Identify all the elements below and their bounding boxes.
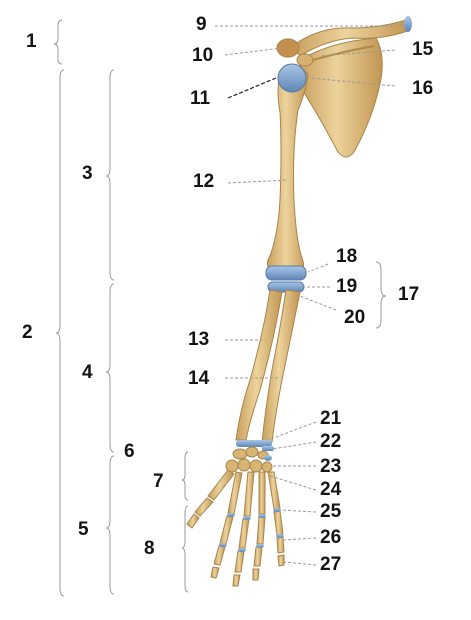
- leader-line-11: [227, 77, 277, 99]
- sternal-end-cartilage: [404, 16, 412, 32]
- bracket-hand: [105, 455, 115, 595]
- label-9: 9: [196, 14, 207, 35]
- label-24: 24: [320, 479, 342, 500]
- bracket-carpus: [181, 451, 189, 501]
- bracket-elbow-joint: [375, 261, 387, 329]
- wrist-cartilage: [236, 440, 272, 447]
- label-1: 1: [26, 31, 37, 52]
- radius: [235, 289, 283, 441]
- bracket-arm: [105, 69, 115, 281]
- label-8: 8: [144, 538, 155, 559]
- label-25: 25: [320, 501, 342, 522]
- humerus: [266, 67, 309, 273]
- label-18: 18: [336, 246, 358, 267]
- humeral-head-cartilage: [277, 63, 307, 93]
- bracket-forearm: [105, 283, 115, 453]
- label-20: 20: [344, 307, 366, 328]
- label-26: 26: [320, 527, 342, 548]
- coracoid-process: [296, 53, 314, 67]
- label-17: 17: [398, 284, 420, 305]
- label-11: 11: [190, 88, 211, 109]
- label-15: 15: [412, 39, 434, 60]
- elbow-cartilage-upper: [265, 265, 307, 281]
- bracket-metacarpus-phalanges: [181, 505, 189, 593]
- label-7: 7: [153, 471, 164, 492]
- bracket-shoulder-girdle: [53, 19, 63, 65]
- acromion: [276, 38, 300, 58]
- label-22: 22: [320, 431, 342, 452]
- pisiform-cartilage: [264, 455, 272, 461]
- scapula: [299, 37, 383, 158]
- label-23: 23: [320, 456, 342, 477]
- distal-radioulnar-cartilage: [262, 446, 274, 451]
- label-27: 27: [320, 554, 342, 575]
- leader-lines: [215, 25, 404, 566]
- label-10: 10: [192, 45, 214, 66]
- label-2: 2: [22, 322, 33, 343]
- label-5: 5: [78, 519, 89, 540]
- label-13: 13: [188, 329, 210, 350]
- carpal-bones: [225, 446, 273, 473]
- label-21: 21: [320, 408, 342, 429]
- label-4: 4: [82, 362, 93, 383]
- thumb-bones: [186, 469, 235, 529]
- finger-joint-cartilage: [219, 508, 284, 552]
- label-6: 6: [124, 441, 135, 462]
- bracket-free-limb: [55, 69, 65, 597]
- label-16: 16: [412, 78, 434, 99]
- label-19: 19: [336, 276, 358, 297]
- label-14: 14: [188, 368, 210, 389]
- label-12: 12: [193, 171, 215, 192]
- label-3: 3: [82, 163, 93, 184]
